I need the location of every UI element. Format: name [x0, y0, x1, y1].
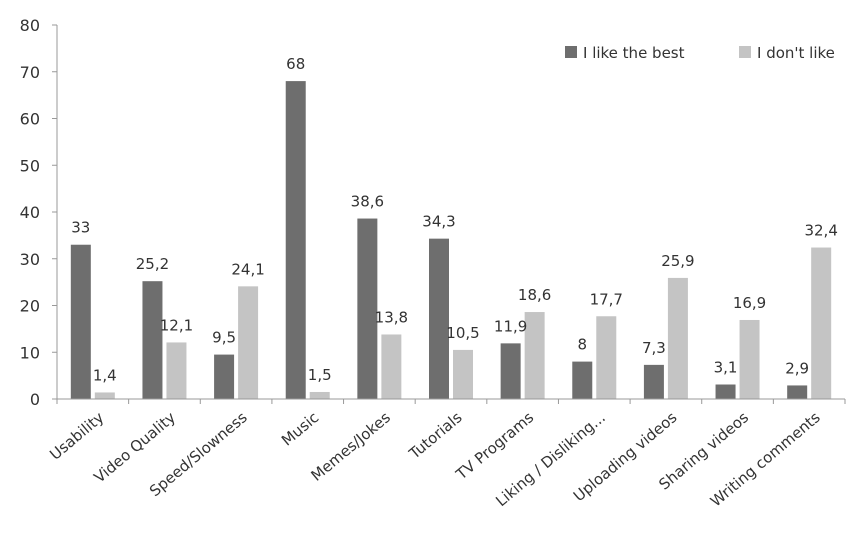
bar-like-best	[787, 385, 807, 399]
bar-like-best	[71, 245, 91, 399]
legend-label-dislike: I don't like	[757, 44, 835, 62]
legend: I like the best I don't like	[565, 44, 835, 62]
data-label: 2,9	[785, 359, 809, 377]
bar-like-best	[501, 343, 521, 399]
data-label: 7,3	[642, 339, 666, 357]
data-label: 3,1	[714, 359, 738, 377]
bar-dont-like	[740, 320, 760, 399]
x-category-label: Memes/Jokes	[308, 408, 395, 485]
bar-dont-like	[525, 312, 545, 399]
bar-dont-like	[596, 316, 616, 399]
data-label: 12,1	[160, 316, 193, 334]
x-category-label: Usability	[46, 408, 107, 464]
data-label: 9,5	[212, 329, 236, 347]
bar-like-best	[644, 365, 664, 399]
y-axis: 0 10 20 30 40 50 60 70 80	[20, 16, 57, 409]
data-labels-group: 33 25,2 9,5 68 38,6 34,3 11,9 8 7,3 3,1 2,9 1,4 12,1…	[71, 55, 838, 384]
y-tick-label: 40	[20, 203, 40, 222]
bar-dont-like	[95, 392, 115, 399]
bar-like-best	[214, 355, 234, 399]
data-label: 1,4	[93, 366, 117, 384]
data-label: 16,9	[733, 294, 766, 312]
data-label: 11,9	[494, 317, 527, 335]
bar-like-best	[286, 81, 306, 399]
data-label: 24,1	[231, 260, 264, 278]
bar-dont-like	[381, 334, 401, 399]
y-tick-label: 60	[20, 110, 40, 129]
y-tick-label: 20	[20, 297, 40, 316]
bar-like-best	[716, 385, 736, 399]
bar-dont-like	[166, 342, 186, 399]
data-label: 13,8	[375, 308, 408, 326]
bar-dont-like	[668, 278, 688, 399]
bar-like-best	[142, 281, 162, 399]
legend-swatch-like	[565, 46, 577, 58]
y-tick-label: 10	[20, 343, 40, 362]
data-label: 32,4	[804, 222, 837, 240]
y-tick-label: 80	[20, 16, 40, 35]
y-tick-label: 50	[20, 156, 40, 175]
bar-like-best	[572, 362, 592, 399]
x-category-label: Music	[278, 408, 322, 449]
legend-swatch-dislike	[739, 46, 751, 58]
y-tick-label: 70	[20, 63, 40, 82]
y-tick-label: 30	[20, 250, 40, 269]
x-category-label: Tutorials	[405, 408, 466, 463]
bar-like-best	[429, 239, 449, 399]
data-label: 10,5	[446, 324, 479, 342]
data-label: 34,3	[422, 213, 455, 231]
data-label: 18,6	[518, 286, 551, 304]
data-label: 8	[577, 336, 587, 354]
legend-label-like: I like the best	[583, 44, 685, 62]
data-label: 1,5	[308, 366, 332, 384]
data-label: 25,9	[661, 252, 694, 270]
bar-dont-like	[238, 286, 258, 399]
data-label: 25,2	[136, 255, 169, 273]
bar-dont-like	[811, 248, 831, 399]
bar-dont-like	[453, 350, 473, 399]
data-label: 68	[286, 55, 305, 73]
y-tick-label: 0	[30, 390, 40, 409]
data-label: 17,7	[590, 290, 623, 308]
data-label: 33	[71, 219, 90, 237]
data-label: 38,6	[351, 193, 384, 211]
bar-dont-like	[310, 392, 330, 399]
bars-group	[71, 81, 831, 399]
